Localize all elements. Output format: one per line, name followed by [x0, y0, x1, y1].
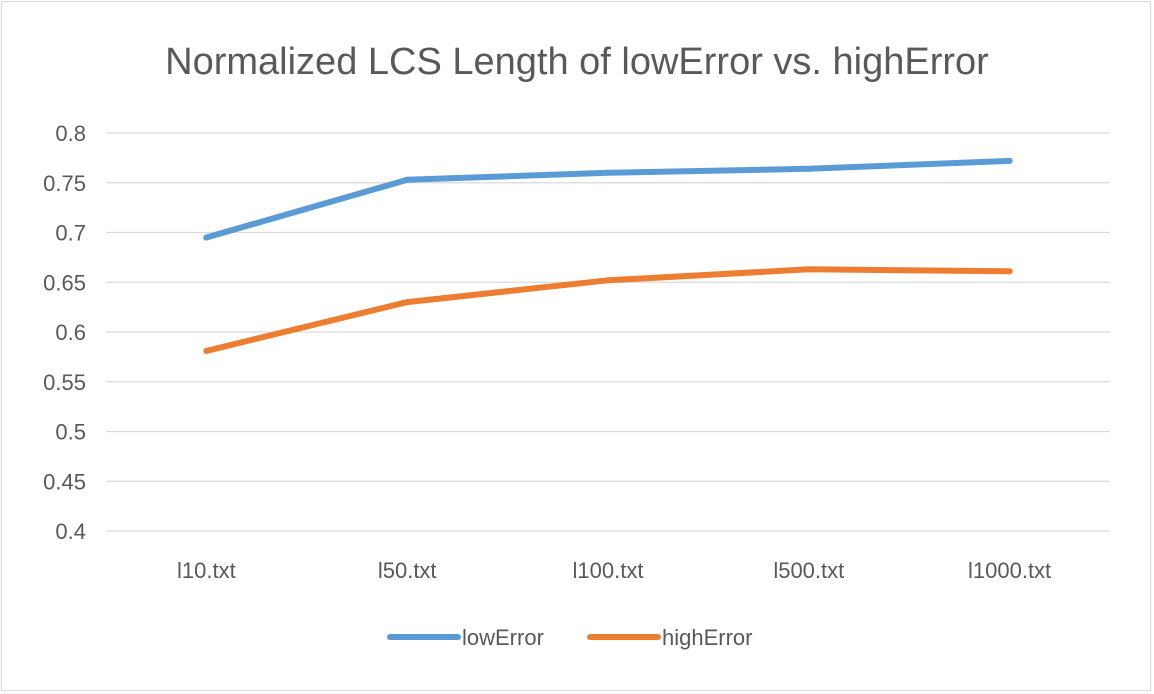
y-tick-label: 0.5: [55, 420, 86, 445]
y-tick-label: 0.55: [43, 370, 86, 395]
legend: lowError highError: [387, 625, 752, 650]
data-point-lowError: [605, 169, 611, 176]
gridlines: [106, 132, 1110, 532]
y-tick-label: 0.65: [43, 270, 86, 295]
y-tick-label: 0.45: [43, 469, 86, 494]
y-tick-label: 0.6: [55, 320, 86, 345]
legend-label: highError: [662, 625, 752, 650]
x-tick-label: l100.txt: [573, 558, 644, 583]
x-tick-label: l500.txt: [773, 558, 844, 583]
data-point-lowError: [203, 234, 210, 241]
data-point-highError: [203, 347, 210, 354]
data-point-highError: [605, 277, 611, 284]
data-point-highError: [1006, 268, 1013, 275]
y-tick-label: 0.7: [55, 221, 86, 246]
y-tick-label: 0.8: [55, 121, 86, 146]
data-point-highError: [404, 299, 411, 306]
x-tick-label: l1000.txt: [968, 558, 1051, 583]
x-tick-label: l50.txt: [378, 558, 437, 583]
data-point-lowError: [1006, 157, 1013, 164]
y-axis-ticks: 0.8 0.75 0.7 0.65 0.6 0.55 0.5 0.45 0.4: [43, 121, 86, 544]
chart-title: Normalized LCS Length of lowError vs. hi…: [165, 41, 989, 83]
y-tick-label: 0.75: [43, 171, 86, 196]
legend-label: lowError: [462, 625, 544, 650]
data-point-highError: [805, 266, 812, 273]
series-lines: [203, 157, 1013, 354]
y-tick-label: 0.4: [55, 519, 86, 544]
data-point-lowError: [404, 176, 411, 183]
x-axis-ticks: l10.txt l50.txt l100.txt l500.txt l1000.txt: [177, 558, 1051, 583]
x-tick-label: l10.txt: [177, 558, 236, 583]
data-point-lowError: [805, 165, 812, 172]
